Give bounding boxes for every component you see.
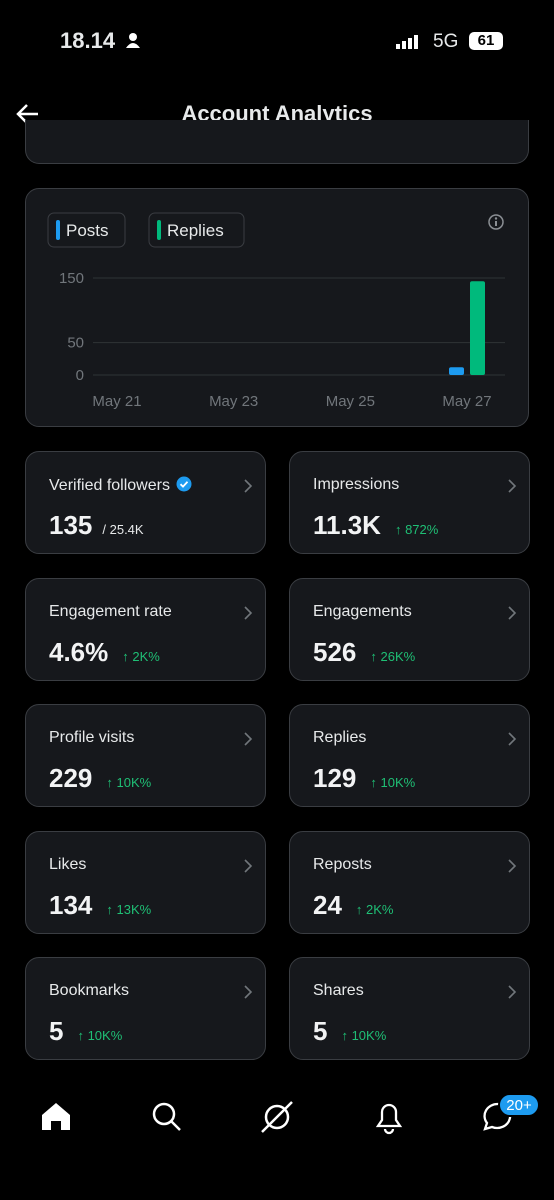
- battery: 61: [469, 32, 503, 50]
- stat-label: Replies: [313, 729, 367, 746]
- stat-label: Impressions: [313, 476, 400, 493]
- stat-number: 129: [313, 763, 357, 793]
- chevron: [508, 479, 517, 493]
- status-time: 18.14: [60, 28, 116, 53]
- stat-change: ↑ 10K%: [370, 775, 416, 790]
- stat-change: ↑ 13K%: [106, 901, 152, 917]
- x-tick-label: May 21: [92, 393, 141, 410]
- y-tick-label: 150: [59, 270, 84, 287]
- stat-number: 5: [313, 1016, 328, 1046]
- stat-change: ↑ 2K%: [122, 648, 160, 664]
- chevron: [508, 985, 517, 999]
- legend-label: Posts: [66, 221, 109, 240]
- network: 5G: [433, 31, 459, 52]
- chevron: [244, 479, 253, 493]
- stat-value: 229 ↑ 10K%: [49, 763, 151, 794]
- stat-value: 11.3K ↑ 872%: [313, 510, 438, 541]
- legend-item: Posts: [47, 212, 126, 248]
- stat-number: 5: [49, 1016, 64, 1046]
- stat-change: ↑ 872%: [394, 522, 439, 537]
- stat-label: Verified followers: [49, 476, 192, 495]
- badge: 20+: [506, 1097, 532, 1114]
- back-button[interactable]: [14, 100, 42, 128]
- x-tick-label: May 25: [326, 393, 375, 410]
- stat-number: 135: [49, 510, 93, 540]
- stat-number: 24: [313, 889, 342, 920]
- person-icon: [126, 33, 140, 48]
- stat-number: 4.6%: [49, 636, 109, 667]
- stat-label: Likes: [49, 855, 87, 873]
- partial-card: [25, 120, 529, 164]
- stat-value: 4.6% ↑ 2K%: [49, 637, 160, 668]
- chevron: [244, 732, 253, 746]
- stat-value: 526 ↑ 26K%: [313, 637, 415, 668]
- bottom-nav: 20+: [42, 1093, 540, 1135]
- stat-change: ↑ 26K%: [370, 648, 416, 664]
- stat-value: 134 ↑ 13K%: [49, 890, 151, 921]
- stat-change: ↑ 2K%: [355, 901, 394, 917]
- stat-label: Shares: [313, 982, 364, 999]
- stat-card[interactable]: Impressions 11.3K ↑ 872%: [289, 451, 530, 554]
- bar: [470, 281, 485, 375]
- legend-item: Replies: [148, 212, 245, 248]
- stat-number: 11.3K: [313, 510, 381, 540]
- stat-label: Profile visits: [49, 729, 135, 746]
- stat-card[interactable]: Shares 5 ↑ 10K%: [289, 957, 530, 1060]
- stat-sub: / 25.4K: [102, 522, 144, 537]
- signal-icon: [396, 35, 418, 49]
- stat-value: 5 ↑ 10K%: [313, 1016, 386, 1047]
- legend-swatch: [157, 220, 161, 240]
- stat-value: 129 ↑ 10K%: [313, 763, 415, 794]
- grok-icon[interactable]: [261, 1101, 293, 1133]
- stat-number: 229: [49, 763, 93, 793]
- stat-card[interactable]: Engagement rate 4.6% ↑ 2K%: [25, 577, 266, 681]
- stat-card[interactable]: Replies 129 ↑ 10K%: [289, 704, 530, 807]
- y-tick-label: 0: [76, 367, 84, 384]
- stat-change: ↑ 10K%: [77, 1028, 123, 1043]
- chevron: [508, 858, 517, 873]
- chevron: [244, 605, 253, 620]
- stat-label: Engagement rate: [49, 602, 172, 620]
- stat-value: 135 / 25.4K: [49, 510, 144, 541]
- x-tick-label: May 23: [209, 393, 258, 410]
- stat-label: Engagements: [313, 602, 412, 620]
- chart-card: Posts Replies 0 50 150 May 21 May 23 May 25 May …: [25, 188, 529, 427]
- stat-label: Reposts: [313, 855, 372, 873]
- stat-card[interactable]: Engagements 526 ↑ 26K%: [289, 577, 530, 681]
- stat-value: 5 ↑ 10K%: [49, 1016, 122, 1047]
- y-tick-label: 50: [67, 335, 84, 352]
- stat-number: 134: [49, 889, 93, 920]
- search-icon[interactable]: [152, 1102, 181, 1131]
- stat-card[interactable]: Bookmarks 5 ↑ 10K%: [25, 957, 266, 1060]
- x-tick-label: May 27: [442, 393, 491, 410]
- bell-icon[interactable]: [375, 1103, 403, 1135]
- home-icon[interactable]: [42, 1103, 70, 1130]
- bar: [449, 367, 464, 375]
- verified-badge: [176, 476, 192, 492]
- stat-card[interactable]: Reposts 24 ↑ 2K%: [289, 830, 530, 934]
- legend-chip: [148, 212, 245, 248]
- legend-label: Replies: [167, 221, 224, 240]
- legend-swatch: [56, 220, 60, 240]
- stat-number: 526: [313, 636, 357, 667]
- chevron: [508, 732, 517, 746]
- stat-card[interactable]: Verified followers 135 / 25.4K: [25, 451, 266, 554]
- stat-label: Bookmarks: [49, 982, 130, 999]
- stat-change: ↑ 10K%: [341, 1028, 387, 1043]
- stat-card[interactable]: Profile visits 229 ↑ 10K%: [25, 704, 266, 807]
- chart: Posts Replies 0 50 150 May 21 May 23 May 25 May …: [47, 212, 505, 410]
- legend-chip: [47, 212, 126, 248]
- chevron: [244, 985, 253, 999]
- stat-card[interactable]: Likes 134 ↑ 13K%: [25, 830, 266, 934]
- chevron: [244, 858, 253, 873]
- stat-change: ↑ 10K%: [106, 775, 152, 790]
- stat-value: 24 ↑ 2K%: [313, 890, 394, 921]
- chevron: [508, 605, 517, 620]
